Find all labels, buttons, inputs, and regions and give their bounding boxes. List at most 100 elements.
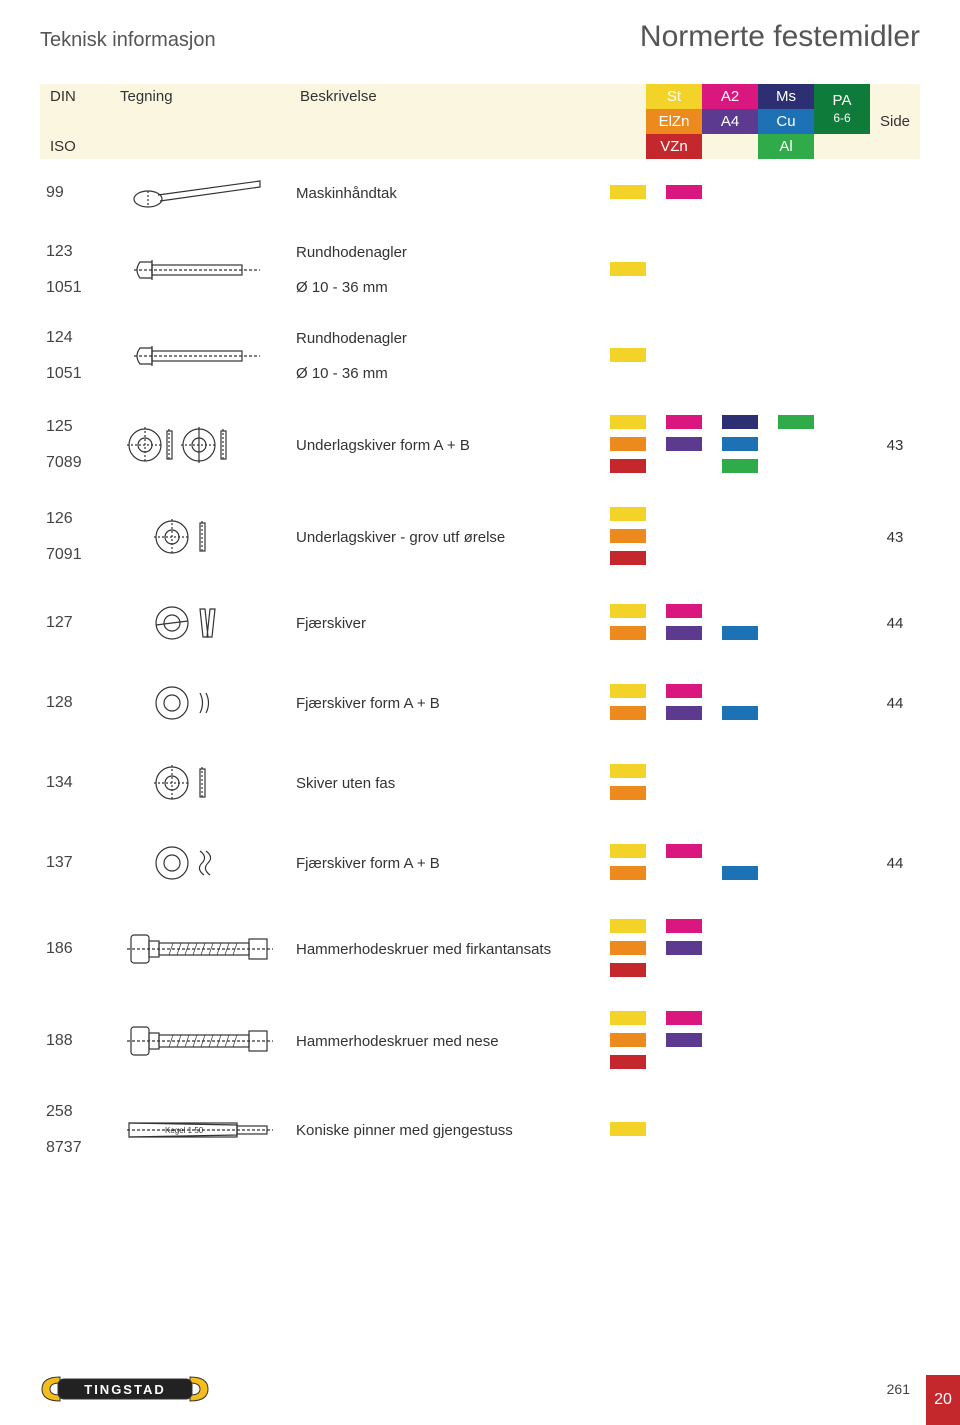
iso-value: 1051 <box>46 279 110 297</box>
color-swatch <box>722 844 758 858</box>
drawing-cell: Kegel 1 50 <box>110 1115 290 1145</box>
color-swatch <box>778 604 814 618</box>
color-swatch <box>722 1055 758 1069</box>
description-cell: Fjærskiver form A + B <box>290 695 610 712</box>
drawing-cell <box>110 763 290 803</box>
description-sub: Ø 10 - 36 mm <box>296 279 610 296</box>
din-cell: 188 <box>40 1032 110 1050</box>
color-swatch <box>778 459 814 473</box>
color-swatch <box>722 1122 758 1136</box>
description-text: Maskinhåndtak <box>296 185 397 202</box>
hdr-a2: A2 <box>702 84 758 109</box>
swatch-cell <box>610 604 870 642</box>
color-swatch <box>778 1011 814 1025</box>
title-left: Teknisk informasjon <box>40 29 216 52</box>
color-swatch <box>610 507 646 521</box>
side-cell: 43 <box>870 529 920 546</box>
table-row: 2588737Kegel 1 50Koniske pinner med gjen… <box>40 1087 920 1173</box>
swatch-grid <box>610 604 870 642</box>
table-row: 1241051RundhodenaglerØ 10 - 36 mm <box>40 313 920 399</box>
color-swatch <box>610 459 646 473</box>
din-value: 127 <box>46 614 73 631</box>
drawing-cell <box>110 683 290 723</box>
description-cell: Hammerhodeskruer med nese <box>290 1033 610 1050</box>
hdr-vzn: VZn <box>646 134 702 159</box>
hdr-iso: ISO <box>40 109 110 159</box>
color-swatch <box>610 963 646 977</box>
description-cell: Hammerhodeskruer med firkantansats <box>290 941 610 958</box>
iso-value: 7091 <box>46 546 110 564</box>
din-value: 137 <box>46 854 73 871</box>
description-cell: Fjærskiver form A + B <box>290 855 610 872</box>
color-swatch <box>666 185 702 199</box>
color-swatch <box>610 1055 646 1069</box>
swatch-grid <box>610 684 870 722</box>
description-cell: Underlagskiver form A + B <box>290 437 610 454</box>
color-swatch <box>610 551 646 565</box>
color-swatch <box>610 866 646 880</box>
description-text: Skiver uten fas <box>296 775 395 792</box>
swatch-grid <box>610 348 870 364</box>
swatch-cell <box>610 684 870 722</box>
drawing-cell <box>110 843 290 883</box>
color-swatch <box>666 348 702 362</box>
side-cell: 44 <box>870 695 920 712</box>
color-swatch <box>666 764 702 778</box>
color-swatch <box>778 844 814 858</box>
color-swatch <box>610 786 646 800</box>
color-swatch <box>722 551 758 565</box>
color-swatch <box>666 415 702 429</box>
description-cell: Skiver uten fas <box>290 775 610 792</box>
color-swatch <box>778 507 814 521</box>
swatch-grid <box>610 185 870 201</box>
color-swatch <box>778 706 814 720</box>
description-text: Rundhodenagler <box>296 244 407 261</box>
color-swatch <box>722 507 758 521</box>
hdr-side: Side <box>870 84 920 159</box>
description-text: Underlagskiver - grov utf ørelse <box>296 529 505 546</box>
hdr-ms: Ms <box>758 84 814 109</box>
hdr-beskrivelse: Beskrivelse <box>290 84 646 109</box>
color-swatch <box>610 604 646 618</box>
drawing-cell <box>110 517 290 557</box>
description-text: Hammerhodeskruer med nese <box>296 1033 499 1050</box>
color-swatch <box>666 963 702 977</box>
swatch-grid <box>610 1011 870 1071</box>
color-swatch <box>722 262 758 276</box>
swatch-cell <box>610 1011 870 1071</box>
color-swatch <box>666 706 702 720</box>
hdr-pa: PA 6-6 <box>814 84 870 134</box>
din-cell: 1241051 <box>40 329 110 383</box>
swatch-grid <box>610 764 870 802</box>
description-text: Fjærskiver <box>296 615 366 632</box>
color-swatch <box>778 262 814 276</box>
color-swatch <box>778 1055 814 1069</box>
drawing-cell <box>110 175 290 211</box>
din-cell: 2588737 <box>40 1103 110 1157</box>
color-swatch <box>610 1033 646 1047</box>
din-value: 126 <box>46 510 73 527</box>
color-swatch <box>722 185 758 199</box>
color-swatch <box>722 764 758 778</box>
color-swatch <box>610 262 646 276</box>
color-swatch <box>778 963 814 977</box>
brand-text: TINGSTAD <box>84 1382 165 1397</box>
title-right: Normerte festemidler <box>640 20 920 54</box>
color-swatch <box>666 551 702 565</box>
color-swatch <box>610 529 646 543</box>
color-swatch <box>666 459 702 473</box>
din-cell: 1257089 <box>40 418 110 472</box>
page: Teknisk informasjon Normerte festemidler… <box>0 0 960 1425</box>
din-value: 125 <box>46 418 73 435</box>
color-swatch <box>666 786 702 800</box>
color-swatch <box>778 415 814 429</box>
swatch-cell <box>610 844 870 882</box>
table-row: 1231051RundhodenaglerØ 10 - 36 mm <box>40 227 920 313</box>
color-swatch <box>778 437 814 451</box>
din-value: 124 <box>46 329 73 346</box>
table-row: 188 Hammerhodeskruer med nese <box>40 995 920 1087</box>
hdr-st: St <box>646 84 702 109</box>
drawing-cell <box>110 927 290 971</box>
din-cell: 127 <box>40 614 110 632</box>
swatch-grid <box>610 1122 870 1138</box>
